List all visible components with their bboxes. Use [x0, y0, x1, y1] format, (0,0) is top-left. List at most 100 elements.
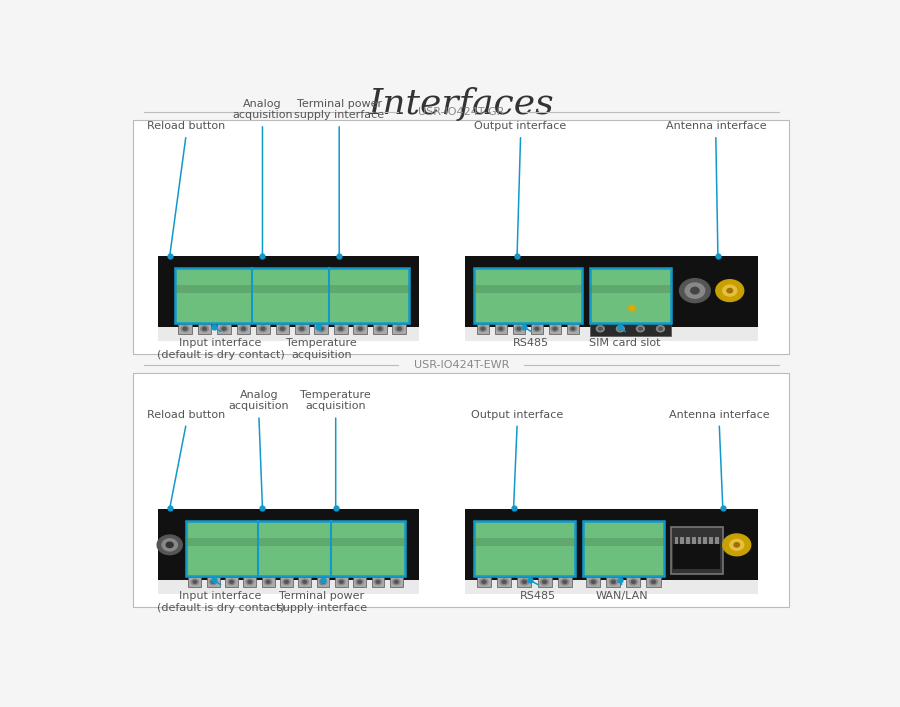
- Bar: [225, 577, 238, 587]
- Circle shape: [318, 326, 325, 332]
- Circle shape: [591, 580, 595, 583]
- Circle shape: [183, 327, 187, 330]
- Bar: [590, 285, 670, 293]
- Bar: [275, 324, 289, 334]
- Bar: [158, 510, 419, 580]
- Bar: [295, 324, 309, 334]
- Circle shape: [320, 327, 323, 330]
- Circle shape: [283, 579, 290, 585]
- Circle shape: [570, 326, 576, 332]
- Bar: [494, 324, 507, 334]
- Circle shape: [356, 579, 364, 585]
- Circle shape: [481, 327, 484, 330]
- Text: Output interface: Output interface: [474, 121, 567, 131]
- Circle shape: [265, 579, 272, 585]
- Circle shape: [378, 327, 382, 330]
- Circle shape: [181, 326, 189, 332]
- Circle shape: [554, 327, 557, 330]
- Circle shape: [616, 326, 625, 332]
- Text: Analog
acquisition: Analog acquisition: [229, 390, 289, 411]
- Circle shape: [321, 580, 325, 583]
- Bar: [185, 522, 406, 576]
- Bar: [583, 522, 663, 576]
- Text: Temperature
acquisition: Temperature acquisition: [301, 390, 371, 411]
- Circle shape: [201, 326, 208, 332]
- Bar: [473, 268, 582, 322]
- Circle shape: [656, 326, 664, 332]
- Bar: [673, 544, 720, 569]
- Bar: [476, 324, 489, 334]
- Circle shape: [230, 580, 233, 583]
- Circle shape: [590, 579, 598, 585]
- Bar: [512, 324, 526, 334]
- Circle shape: [562, 580, 567, 583]
- Circle shape: [723, 534, 751, 556]
- Bar: [243, 577, 256, 587]
- Circle shape: [259, 326, 266, 332]
- Circle shape: [611, 580, 616, 583]
- Bar: [646, 577, 661, 587]
- Bar: [531, 324, 544, 334]
- Bar: [715, 537, 718, 544]
- Bar: [473, 522, 575, 576]
- Circle shape: [629, 579, 637, 585]
- Circle shape: [338, 579, 345, 585]
- Bar: [198, 324, 212, 334]
- Bar: [497, 577, 511, 587]
- Bar: [537, 577, 552, 587]
- Bar: [237, 324, 250, 334]
- Circle shape: [358, 327, 362, 330]
- Circle shape: [397, 327, 401, 330]
- Circle shape: [202, 327, 206, 330]
- Bar: [178, 324, 192, 334]
- Circle shape: [228, 579, 235, 585]
- Bar: [133, 373, 789, 607]
- Bar: [680, 537, 684, 544]
- Circle shape: [222, 327, 226, 330]
- Circle shape: [500, 579, 508, 585]
- Circle shape: [652, 580, 655, 583]
- Circle shape: [320, 579, 327, 585]
- Text: RS485: RS485: [520, 591, 556, 601]
- Text: Analog
acquisition: Analog acquisition: [232, 98, 292, 120]
- Bar: [354, 577, 366, 587]
- Bar: [158, 257, 419, 327]
- Circle shape: [212, 580, 215, 583]
- Bar: [590, 322, 670, 337]
- Text: RS485: RS485: [513, 338, 549, 348]
- Circle shape: [302, 579, 309, 585]
- Bar: [473, 522, 575, 576]
- Bar: [464, 257, 758, 327]
- Circle shape: [629, 305, 635, 311]
- Circle shape: [597, 326, 604, 332]
- Bar: [477, 577, 491, 587]
- Text: USR-IO424T-EWR: USR-IO424T-EWR: [414, 360, 508, 370]
- Bar: [335, 577, 347, 587]
- Bar: [464, 580, 758, 594]
- Bar: [133, 120, 789, 354]
- Circle shape: [339, 580, 343, 583]
- Text: Input interface
(default is dry contact): Input interface (default is dry contact): [157, 338, 284, 360]
- Circle shape: [395, 326, 403, 332]
- Circle shape: [337, 326, 345, 332]
- Circle shape: [609, 579, 617, 585]
- Circle shape: [480, 326, 486, 332]
- Circle shape: [279, 326, 286, 332]
- Circle shape: [166, 542, 173, 547]
- Bar: [692, 537, 696, 544]
- Circle shape: [241, 327, 246, 330]
- Bar: [583, 522, 663, 576]
- Circle shape: [534, 326, 540, 332]
- Circle shape: [358, 580, 362, 583]
- Circle shape: [394, 580, 398, 583]
- Circle shape: [734, 543, 740, 547]
- Bar: [567, 324, 580, 334]
- Circle shape: [339, 327, 343, 330]
- Circle shape: [482, 580, 486, 583]
- Bar: [158, 327, 419, 341]
- Circle shape: [723, 285, 737, 296]
- Bar: [176, 285, 409, 293]
- Circle shape: [598, 327, 602, 330]
- Circle shape: [298, 326, 306, 332]
- Circle shape: [618, 327, 622, 330]
